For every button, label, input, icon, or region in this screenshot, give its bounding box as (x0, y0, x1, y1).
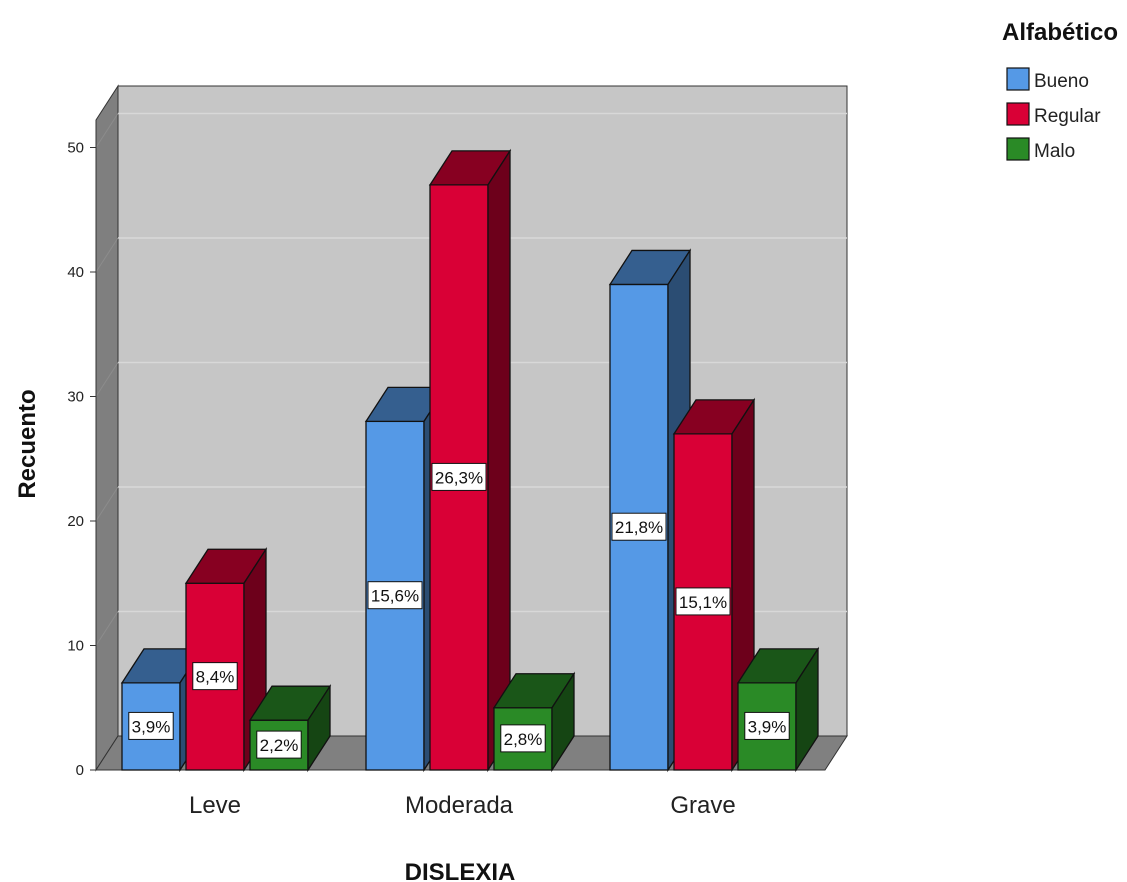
legend-swatch-malo (1006, 137, 1030, 161)
legend-swatch-regular (1006, 102, 1030, 126)
x-axis-categories: Leve Moderada Grave (189, 792, 736, 819)
legend-label-regular: Regular (1034, 106, 1101, 127)
data-label: 21,8% (615, 518, 663, 537)
data-label-box (744, 711, 790, 740)
y-tick-label: 20 (67, 513, 84, 530)
bar-side (551, 671, 575, 773)
legend-title: Alfabético (1002, 19, 1118, 46)
data-label-box (675, 587, 731, 616)
legend: Alfabético Bueno Regular Malo (1002, 19, 1118, 162)
legend-swatch-bueno (1006, 67, 1030, 91)
bar-regular-moderada: 26,3% (428, 148, 512, 773)
y-axis-title: Recuento (14, 389, 41, 498)
bar-malo-grave: 3,9% (736, 646, 820, 773)
y-axis-ticks: 0 10 20 30 40 50 (67, 120, 97, 779)
data-label: 8,4% (196, 668, 235, 687)
x-axis-title: DISLEXIA (405, 859, 516, 882)
y-tick-label: 10 (67, 638, 84, 655)
y-tick-label: 30 (67, 389, 84, 406)
gridline-side (95, 237, 119, 273)
data-label: 26,3% (435, 468, 483, 487)
gridline-side (95, 486, 119, 522)
data-label: 2,8% (504, 730, 543, 749)
data-label-box (431, 462, 487, 491)
gridline-side (95, 611, 119, 646)
data-label: 3,9% (748, 717, 787, 736)
data-label: 2,2% (260, 736, 299, 755)
side-wall (95, 84, 119, 772)
y-tick-label: 0 (76, 762, 84, 779)
data-label-box (500, 724, 546, 753)
data-label: 3,9% (132, 717, 171, 736)
bar-regular-leve: 8,4% (184, 547, 268, 773)
data-label: 15,1% (679, 593, 727, 612)
data-label-box (367, 581, 423, 610)
bar-side (795, 646, 819, 773)
bar-malo-leve: 2,2% (248, 683, 332, 773)
bar-side (307, 683, 331, 773)
gridline-side (95, 113, 119, 148)
bars: 3,9% 8,4% 2,2% 15,6% 26,3% 2,8% 21,8% 15,1% 3,9% (120, 148, 820, 773)
legend-label-bueno: Bueno (1034, 71, 1089, 92)
data-label-box (256, 730, 302, 759)
y-tick-label: 40 (67, 264, 84, 281)
x-category-leve: Leve (189, 792, 241, 819)
data-label-box (192, 662, 238, 691)
x-category-grave: Grave (670, 792, 735, 819)
data-label: 15,6% (371, 587, 419, 606)
y-tick-label: 50 (67, 140, 84, 157)
data-label-box (128, 711, 174, 740)
legend-label-malo: Malo (1034, 141, 1075, 162)
data-label-box (611, 512, 667, 541)
bar-malo-moderada: 2,8% (492, 671, 576, 773)
bar-side (487, 148, 511, 773)
gridline-side (95, 362, 119, 397)
x-category-moderada: Moderada (405, 792, 514, 819)
